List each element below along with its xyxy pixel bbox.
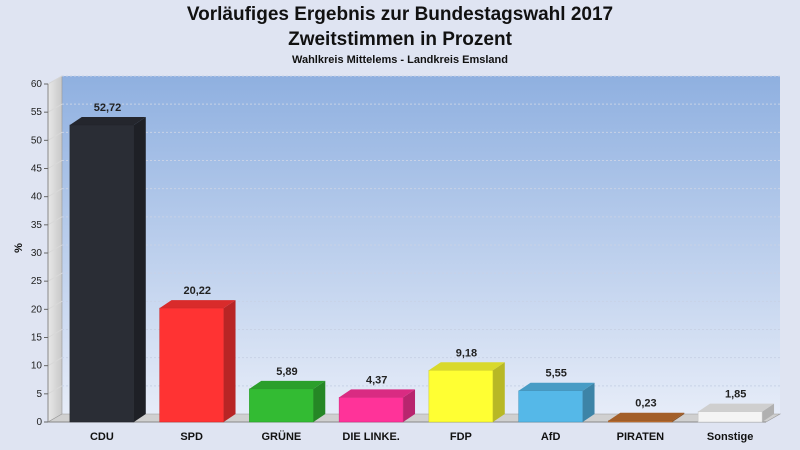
y-tick-label: 50	[31, 135, 43, 146]
bar-fdp	[428, 362, 505, 423]
gridline-side	[47, 75, 63, 85]
bar-top	[608, 412, 685, 421]
gridline-side	[47, 103, 63, 113]
value-label: 20,22	[183, 285, 211, 297]
category-label: PIRATEN	[617, 431, 665, 443]
bar-front	[608, 420, 673, 423]
category-label: CDU	[90, 431, 114, 443]
y-tick-label: 45	[31, 164, 43, 175]
y-axis-title: %	[13, 243, 25, 253]
category-label: FDP	[450, 431, 472, 443]
y-tick-label: 25	[31, 276, 43, 287]
bar-side	[223, 300, 236, 422]
bar-side	[133, 117, 146, 422]
chart-title: Vorläufiges Ergebnis zur Bundestagswahl …	[186, 4, 614, 25]
category-label: DIE LINKE.	[342, 431, 399, 443]
y-tick-label: 10	[31, 361, 43, 372]
y-tick-label: 40	[31, 192, 43, 203]
bar-top	[339, 389, 416, 398]
value-label: 5,89	[276, 366, 297, 378]
bar-top	[159, 300, 236, 309]
gridline-side	[47, 272, 63, 282]
bar-side	[762, 403, 775, 422]
gridline-side	[47, 357, 63, 367]
bar-afd	[518, 382, 595, 423]
category-label: AfD	[541, 431, 561, 443]
y-tick-label: 15	[31, 333, 43, 344]
category-label: SPD	[180, 431, 203, 443]
gridline-side	[47, 329, 63, 338]
bar-top	[518, 382, 595, 391]
value-label: 1,85	[725, 389, 746, 401]
value-label: 4,37	[366, 374, 387, 386]
gridline-side	[47, 188, 63, 198]
gridline-side	[47, 131, 63, 141]
x-axis: CDU SPD GRÜNE DIE LINKE. FDP AfD PIRATEN Sonsti…	[90, 430, 753, 443]
bar-front	[69, 124, 135, 423]
bar-front	[159, 307, 224, 423]
bar-side	[313, 380, 326, 422]
plot-area	[46, 75, 782, 423]
bar-front	[338, 397, 404, 423]
bar-side	[403, 389, 416, 422]
bar-gr-ne	[249, 380, 326, 423]
gridline-side	[47, 244, 63, 254]
y-axis: 0 5 10 15 20 25 30 35 40 45 50 55 60	[31, 79, 49, 428]
y-tick-label: 60	[31, 79, 43, 90]
bar-front	[249, 388, 314, 423]
category-label: GRÜNE	[262, 430, 302, 443]
y-tick-label: 5	[36, 389, 42, 400]
bar-die-linke	[338, 389, 416, 423]
gridline-side	[47, 160, 63, 169]
gridline-side	[47, 216, 63, 226]
y-tick-label: 55	[31, 107, 43, 118]
bar-front	[697, 411, 763, 423]
value-label: 9,18	[456, 347, 477, 359]
y-tick-label: 30	[31, 248, 43, 259]
chart-caption: Wahlkreis Mittelems - Landkreis Emsland	[292, 54, 508, 66]
category-label: Sonstige	[707, 431, 753, 443]
bar-top	[69, 117, 146, 126]
bar-spd	[159, 300, 236, 423]
bar-piraten	[608, 412, 685, 423]
value-label: 52,72	[94, 102, 122, 114]
y-tick-label: 20	[31, 304, 43, 315]
y-tick-label: 0	[36, 417, 42, 428]
gridline-side	[47, 300, 63, 310]
gridline-side	[47, 385, 63, 395]
bar-side	[492, 362, 505, 422]
bar-cdu	[69, 117, 146, 423]
y-tick-label: 35	[31, 220, 43, 231]
bars: 52,72 20,22 5,89 4,37 9,18 5,55 0,23 1,85	[69, 102, 775, 423]
bar-sonstige	[697, 403, 775, 423]
bar-top	[249, 380, 326, 389]
chart-subtitle: Zweitstimmen in Prozent	[288, 29, 512, 50]
bar-top	[428, 362, 505, 371]
bar-side	[582, 382, 595, 422]
value-label: 0,23	[635, 398, 656, 410]
bar-side	[672, 412, 685, 422]
bar-top	[698, 403, 775, 412]
value-label: 5,55	[546, 368, 567, 380]
gridlines	[47, 75, 780, 395]
bar-front	[428, 370, 494, 423]
bar-front	[518, 390, 583, 423]
